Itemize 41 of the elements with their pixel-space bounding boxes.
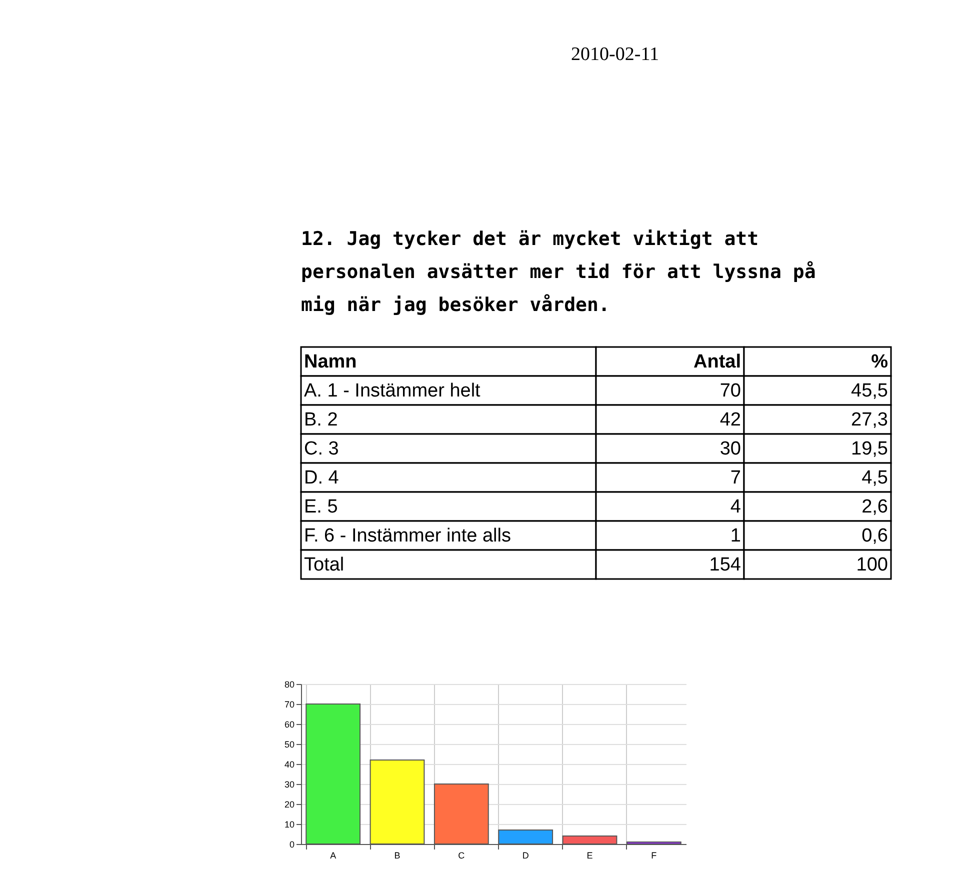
- data-label: 100: [856, 554, 888, 576]
- data-label: 45,5: [851, 380, 888, 402]
- x-tick-label: C: [458, 850, 466, 860]
- x-tick-label: D: [522, 850, 530, 860]
- y-tick-label: 20: [284, 800, 294, 810]
- y-tick-label: F. 6 - Instämmer inte alls: [304, 526, 511, 546]
- y-tick-label: 0: [289, 840, 294, 850]
- data-label: 4,5: [862, 468, 888, 488]
- x-tick-label: A: [330, 850, 336, 860]
- y-tick-label: 70: [284, 700, 294, 710]
- y-tick-label: 10: [284, 820, 294, 830]
- y-tick-label: 40: [284, 760, 294, 770]
- x-tick-label: Antal: [694, 352, 741, 372]
- text: 2010-02-11: [571, 44, 659, 65]
- y-tick-label: 50: [284, 740, 294, 750]
- data-label: 19,5: [851, 438, 888, 460]
- data-label: 27,3: [851, 410, 888, 430]
- x-tick-label: %: [871, 352, 888, 372]
- data-label: 30: [720, 438, 741, 460]
- y-tick-label: C. 3: [304, 438, 339, 460]
- y-tick-label: A. 1 - Instämmer helt: [304, 380, 482, 402]
- data-label: 4: [730, 496, 742, 518]
- data-label: 7: [730, 468, 741, 488]
- x-tick-label: F: [651, 850, 658, 860]
- y-tick-label: Total: [304, 554, 344, 576]
- data-label: 2,6: [862, 496, 888, 518]
- data-label: 1: [730, 526, 741, 546]
- x-tick-label: E: [586, 850, 593, 860]
- y-tick-label: E. 5: [304, 496, 338, 518]
- y-tick-label: 30: [284, 780, 294, 790]
- data-label: 42: [720, 410, 741, 430]
- data-label: 0,6: [862, 526, 888, 546]
- data-label: 154: [709, 554, 742, 576]
- y-tick-label: D. 4: [304, 468, 340, 488]
- y-tick-label: B. 2: [304, 410, 338, 430]
- data-label: 70: [720, 380, 741, 402]
- y-axis-title: Namn: [304, 352, 357, 372]
- chart-title: 12. Jag tycker det är mycket viktigt att personalen avsätter mer tid för att lyssna på mig när jag besöker vården.: [301, 228, 816, 316]
- y-tick-label: 80: [284, 680, 294, 690]
- x-tick-label: B: [394, 850, 400, 860]
- y-tick-label: 60: [284, 720, 294, 730]
